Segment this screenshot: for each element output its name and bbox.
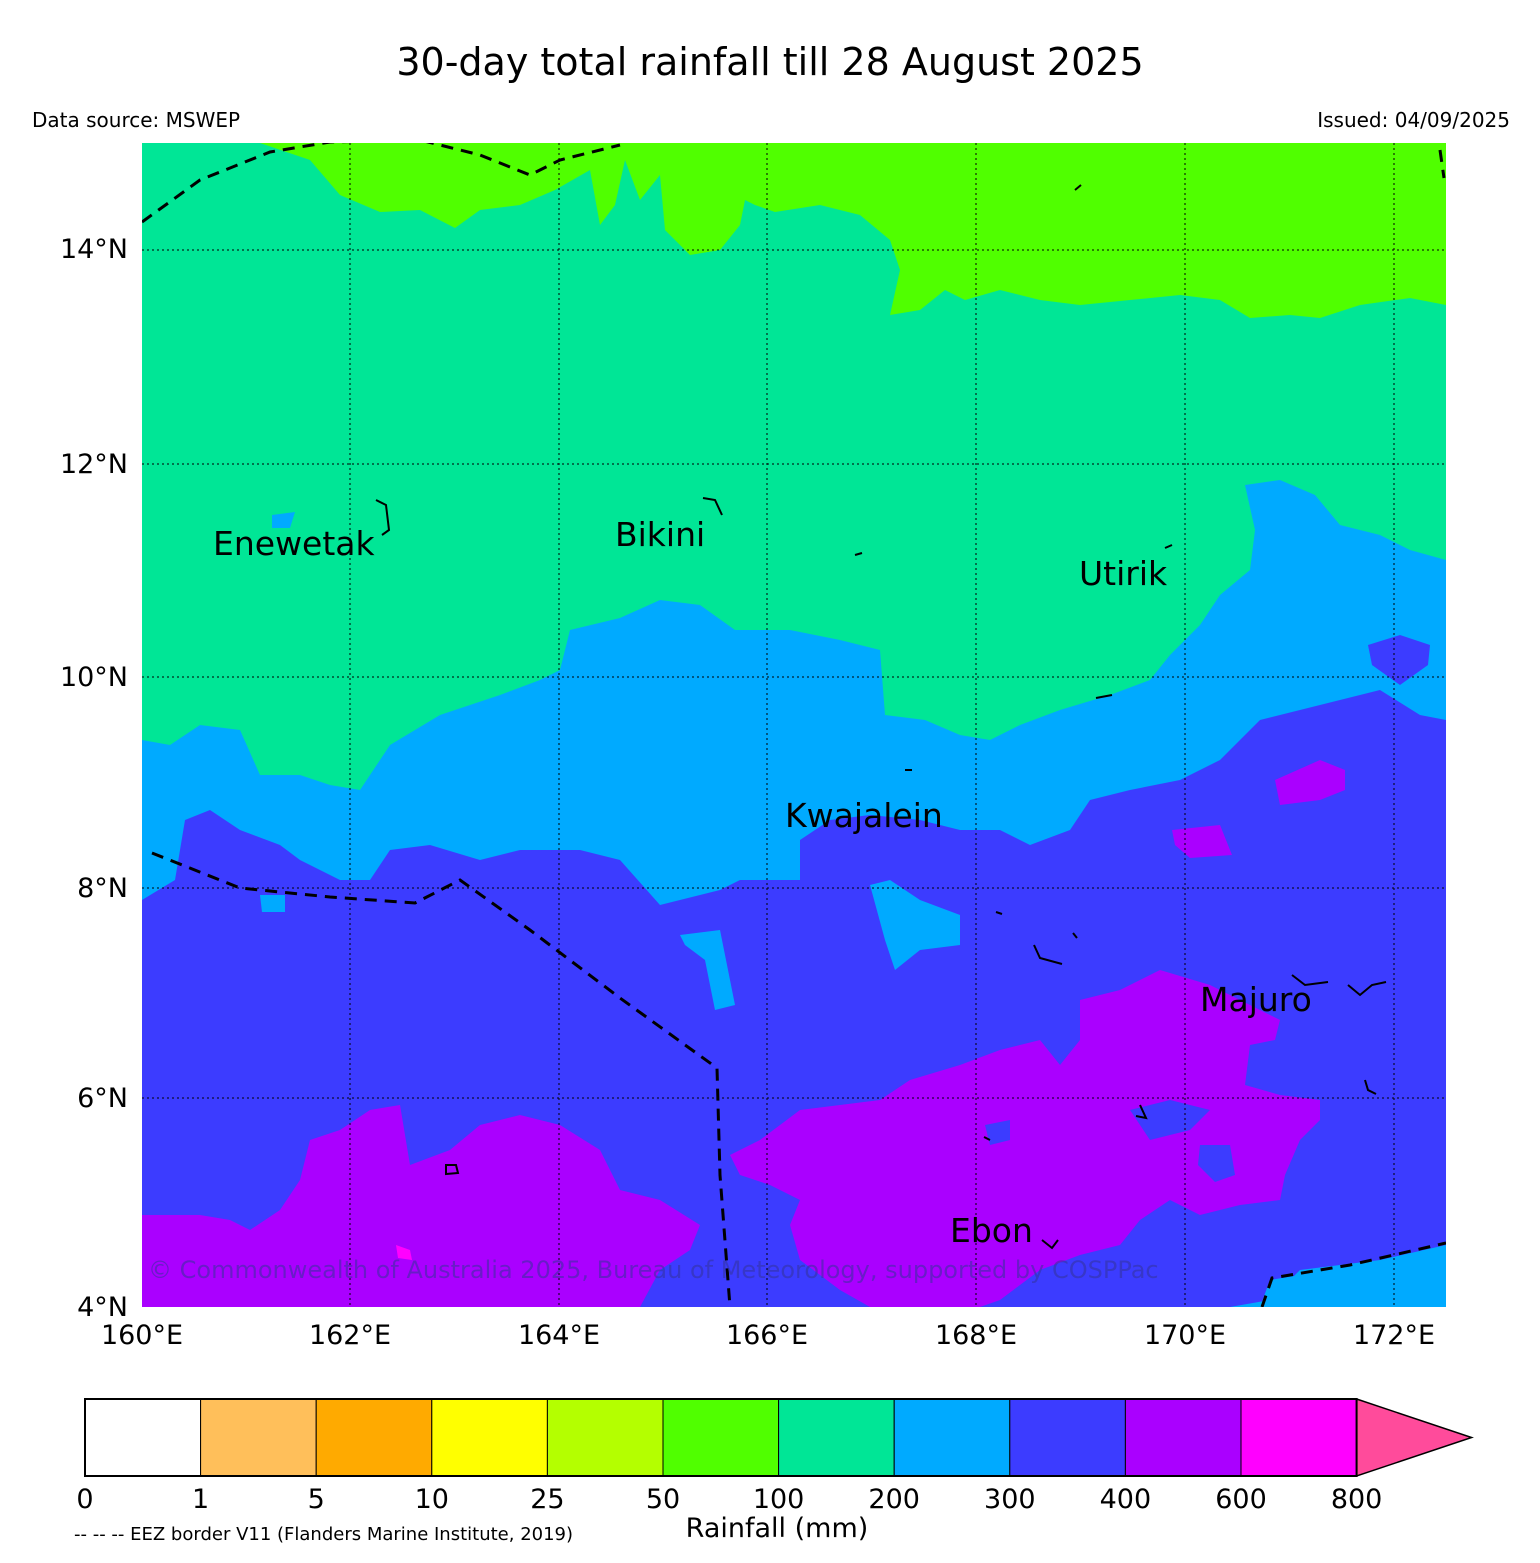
colorbar-tick-label: 800 (1331, 1484, 1383, 1515)
issued-date-label: Issued: 04/09/2025 (1317, 108, 1510, 132)
band-300-400-pocket (985, 1120, 1010, 1145)
colorbar-extend-arrow (1355, 1397, 1474, 1478)
lat-label-12n: 12°N (60, 449, 128, 480)
colorbar-swatch (84, 1398, 202, 1477)
lon-label-170e: 170°E (1144, 1320, 1226, 1351)
data-source-label: Data source: MSWEP (32, 108, 241, 132)
colorbar-tick-labels: 0 1 5 10 25 50 100 200 300 400 600 800 (76, 1484, 1382, 1515)
place-label-kwajalein: Kwajalein (785, 796, 943, 835)
band-400-600 (1172, 825, 1232, 858)
lat-label-4n: 4°N (77, 1292, 128, 1323)
colorbar-swatch (778, 1398, 895, 1477)
band-200-300-pocket (870, 880, 960, 970)
rainfall-field: © Commonwealth of Australia 2025, Bureau… (142, 143, 1446, 1307)
colorbar-tick-label: 0 (76, 1484, 93, 1515)
lon-label-168e: 168°E (935, 1320, 1017, 1351)
eez-border (151, 851, 732, 1307)
colorbar-tick-label: 25 (530, 1484, 564, 1515)
band-300-400-pocket (1368, 635, 1430, 685)
map-title: 30-day total rainfall till 28 August 202… (396, 40, 1144, 84)
colorbar-swatch (315, 1398, 433, 1477)
colorbar-tick-label: 100 (753, 1484, 805, 1515)
colorbar-tick-label: 200 (868, 1484, 920, 1515)
colorbar (84, 1397, 1474, 1478)
place-label-majuro: Majuro (1200, 980, 1312, 1019)
colorbar-tick-label: 50 (646, 1484, 680, 1515)
band-50-100 (260, 143, 1446, 318)
band-400-600 (1275, 760, 1345, 805)
place-label-bikini: Bikini (615, 515, 705, 554)
band-200-300-pocket (680, 930, 735, 1010)
lat-label-6n: 6°N (77, 1083, 128, 1114)
colorbar-swatch (431, 1398, 548, 1477)
colorbar-tick-label: 10 (415, 1484, 449, 1515)
band-200-300-pocket (1260, 1255, 1446, 1307)
band-200-300-pocket (260, 895, 285, 912)
lon-label-166e: 166°E (726, 1320, 808, 1351)
copyright-notice: © Commonwealth of Australia 2025, Bureau… (148, 1256, 1159, 1284)
colorbar-tick-label: 600 (1215, 1484, 1267, 1515)
band-300-400-pocket (1130, 1100, 1210, 1140)
lon-label-162e: 162°E (309, 1320, 391, 1351)
lon-label-172e: 172°E (1353, 1320, 1435, 1351)
band-600-800 (396, 1245, 412, 1260)
lon-label-164e: 164°E (518, 1320, 600, 1351)
colorbar-swatch (546, 1398, 664, 1477)
colorbar-tick-label: 400 (1100, 1484, 1152, 1515)
colorbar-swatch (200, 1398, 317, 1477)
band-400-600 (730, 970, 1320, 1307)
place-label-utirik: Utirik (1079, 554, 1168, 593)
lat-label-8n: 8°N (77, 873, 128, 904)
eez-legend-note: -- -- -- EEZ border V11 (Flanders Marine… (74, 1524, 573, 1545)
colorbar-outline (84, 1398, 1358, 1477)
eez-border (1438, 149, 1446, 179)
graticule (142, 143, 1446, 1307)
lat-label-14n: 14°N (60, 234, 128, 265)
colorbar-tick-label: 300 (984, 1484, 1036, 1515)
colorbar-swatch (1009, 1398, 1126, 1477)
colorbar-swatch (893, 1398, 1011, 1477)
lat-label-10n: 10°N (60, 662, 128, 693)
colorbar-swatch (1124, 1398, 1242, 1477)
band-200-300-pocket (272, 512, 295, 528)
band-400-600 (142, 1105, 700, 1307)
place-label-ebon: Ebon (950, 1211, 1033, 1250)
lon-label-160e: 160°E (101, 1320, 183, 1351)
colorbar-tick-label: 1 (192, 1484, 209, 1515)
colorbar-swatch (1240, 1398, 1358, 1477)
band-300-400-pocket (1198, 1145, 1235, 1182)
atoll-outlines (375, 184, 1387, 1250)
colorbar-title: Rainfall (mm) (686, 1513, 869, 1544)
colorbar-tick-label: 5 (308, 1484, 325, 1515)
eez-border (1260, 1241, 1446, 1307)
place-label-enewetak: Enewetak (213, 524, 376, 563)
colorbar-swatch (662, 1398, 780, 1477)
